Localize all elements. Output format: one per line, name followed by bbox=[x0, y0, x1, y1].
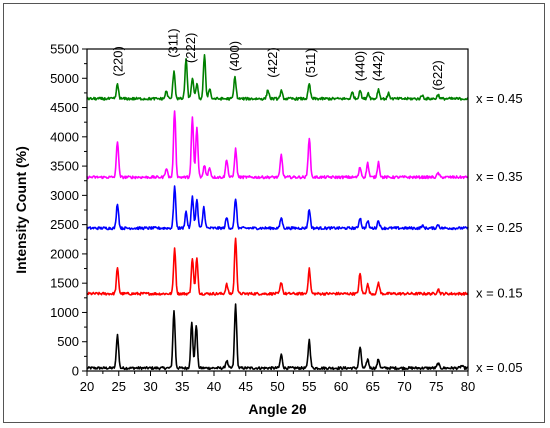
x-tick-label: 60 bbox=[334, 379, 348, 394]
peak-label: (222) bbox=[183, 33, 198, 63]
x-tick-label: 20 bbox=[80, 379, 94, 394]
peak-label: (422) bbox=[265, 47, 280, 77]
x-tick-label: 25 bbox=[112, 379, 126, 394]
y-tick-label: 2500 bbox=[50, 217, 79, 232]
y-tick-label: 5500 bbox=[50, 42, 79, 57]
series-line bbox=[86, 237, 469, 296]
series-label: x = 0.25 bbox=[476, 220, 523, 235]
y-tick-label: 3500 bbox=[50, 159, 79, 174]
series-line bbox=[86, 303, 469, 371]
series-line bbox=[86, 185, 469, 231]
x-tick-label: 35 bbox=[175, 379, 189, 394]
y-tick-label: 4500 bbox=[50, 100, 79, 115]
plot-area-border bbox=[86, 48, 469, 372]
y-ticks: 0 500 1000 1500 2000 2500 3000 3500 4000 4500 5000… bbox=[50, 42, 87, 379]
y-axis-title: Intensity Count (%) bbox=[13, 146, 29, 274]
x-tick-label: 80 bbox=[461, 379, 475, 394]
axes-layer bbox=[86, 48, 469, 372]
peak-label: (622) bbox=[430, 60, 445, 90]
y-tick-label: 0 bbox=[72, 364, 79, 379]
series-line bbox=[86, 110, 469, 180]
x-ticks: 20 25 30 35 40 45 50 55 60 65 70 75 80 bbox=[80, 371, 475, 394]
series-layer bbox=[86, 54, 469, 371]
x-tick-label: 30 bbox=[143, 379, 157, 394]
y-tick-label: 1000 bbox=[50, 305, 79, 320]
y-tick-label: 1500 bbox=[50, 276, 79, 291]
peak-label: (220) bbox=[111, 46, 126, 76]
peak-label: (511) bbox=[303, 48, 318, 77]
peak-label: (440) bbox=[353, 51, 368, 81]
series-label: x = 0.35 bbox=[476, 169, 523, 184]
x-tick-label: 40 bbox=[207, 379, 221, 394]
series-labels: x = 0.05 x = 0.15 x = 0.25 x = 0.35 x = 0.45 bbox=[476, 91, 523, 375]
y-tick-label: 4000 bbox=[50, 129, 79, 144]
y-tick-label: 3000 bbox=[50, 188, 79, 203]
x-axis-title: Angle 2θ bbox=[248, 401, 306, 417]
y-tick-label: 500 bbox=[57, 334, 79, 349]
series-line bbox=[86, 54, 469, 101]
x-tick-label: 70 bbox=[397, 379, 411, 394]
x-tick-label: 50 bbox=[270, 379, 284, 394]
peak-label: (311) bbox=[165, 28, 180, 57]
peak-label: (400) bbox=[227, 41, 242, 71]
series-label: x = 0.45 bbox=[476, 91, 523, 106]
peak-labels: (220) (311) (222) (400) (422) (511) (440) (442)… bbox=[111, 28, 445, 90]
xrd-line-chart: 20 25 30 35 40 45 50 55 60 65 70 75 80 0 500 1000 1500 2… bbox=[13, 28, 523, 417]
series-label: x = 0.05 bbox=[476, 360, 523, 375]
chart-frame: 20 25 30 35 40 45 50 55 60 65 70 75 80 0 500 1000 1500 2… bbox=[3, 3, 545, 423]
x-tick-label: 75 bbox=[429, 379, 443, 394]
y-tick-label: 2000 bbox=[50, 246, 79, 261]
x-tick-label: 65 bbox=[366, 379, 380, 394]
x-tick-label: 45 bbox=[239, 379, 253, 394]
y-tick-label: 5000 bbox=[50, 71, 79, 86]
x-tick-label: 55 bbox=[302, 379, 316, 394]
peak-label: (442) bbox=[370, 51, 385, 81]
series-label: x = 0.15 bbox=[476, 286, 523, 301]
